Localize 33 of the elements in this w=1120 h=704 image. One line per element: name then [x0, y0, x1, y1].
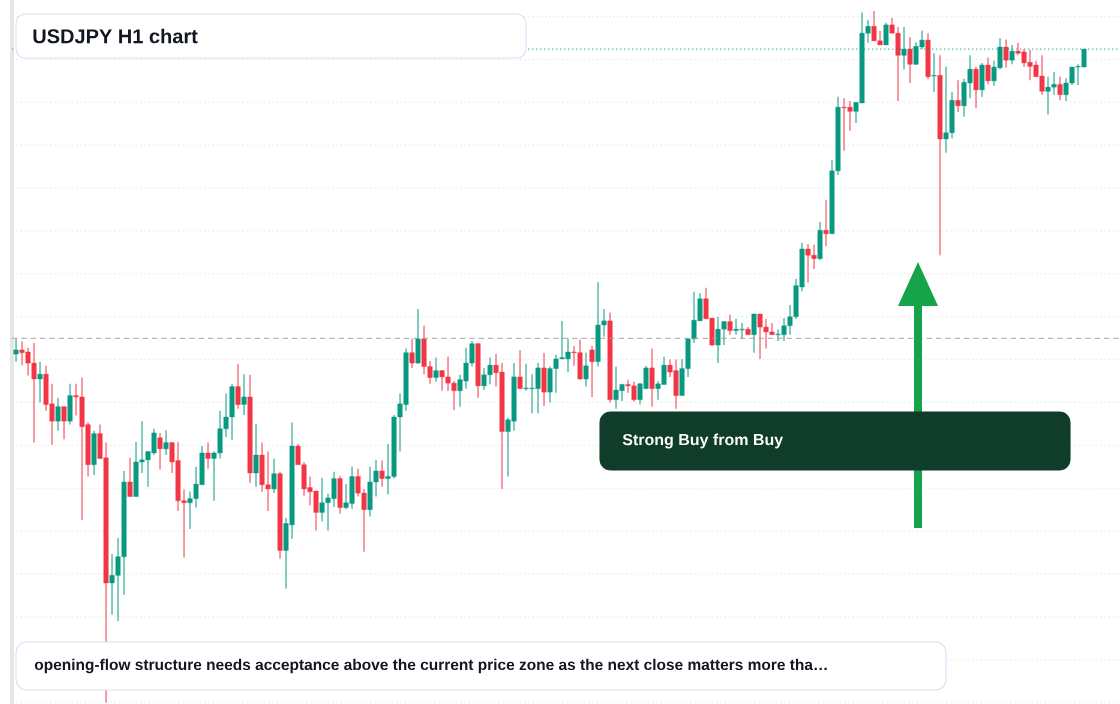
- candlestick: [13, 338, 19, 363]
- candlestick: [61, 406, 67, 440]
- candlestick: [163, 429, 169, 456]
- candlestick: [1003, 38, 1009, 69]
- candlestick: [127, 457, 133, 498]
- candlestick: [973, 66, 979, 109]
- annotation: opening-flow structure needs acceptance above the current price zone as the next close matters more tha…: [34, 658, 827, 674]
- candlestick: [517, 349, 523, 390]
- candlestick: [751, 313, 757, 354]
- candlestick: [157, 432, 163, 471]
- candlestick: [589, 345, 595, 398]
- candlestick: [379, 460, 385, 488]
- candlestick: [649, 348, 655, 408]
- candlestick: [37, 361, 43, 403]
- annotation: Strong Buy from Buy: [622, 433, 784, 449]
- text: USDJPY H1 chart: [33, 28, 198, 44]
- candlestick: [253, 423, 259, 488]
- candlestick: [955, 79, 961, 113]
- candlestick: [205, 442, 211, 470]
- candlestick: [1057, 76, 1063, 101]
- candlestick: [409, 338, 415, 369]
- candlestick: [271, 458, 277, 494]
- candlestick: [241, 373, 247, 416]
- candlestick: [235, 363, 241, 410]
- candlestick: [883, 22, 889, 46]
- candlestick: [907, 36, 913, 84]
- candlestick: [433, 357, 439, 383]
- candlestick: [823, 199, 829, 247]
- candlestick: [583, 352, 589, 388]
- candlestick: [727, 314, 733, 336]
- candlestick: [55, 397, 61, 432]
- candlestick: [985, 56, 991, 85]
- candlestick: [931, 52, 937, 93]
